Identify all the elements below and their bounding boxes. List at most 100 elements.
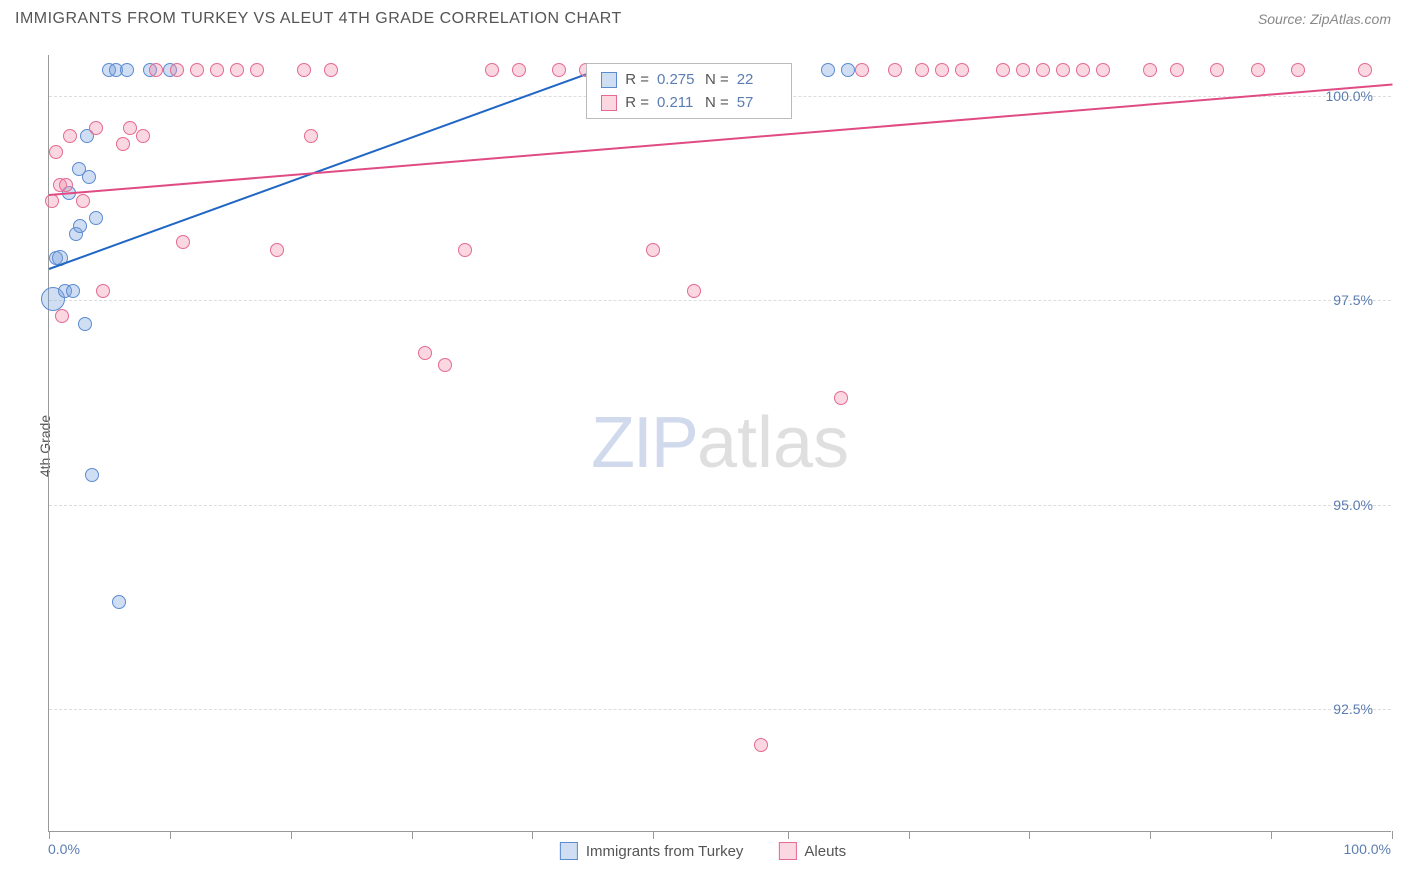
watermark: ZIPatlas <box>591 402 849 484</box>
data-point <box>1096 63 1110 77</box>
legend-swatch <box>560 842 578 860</box>
x-tick <box>653 831 654 839</box>
data-point <box>1251 63 1265 77</box>
data-point <box>55 309 69 323</box>
data-point <box>89 121 103 135</box>
gridline <box>49 300 1391 301</box>
data-point <box>85 468 99 482</box>
x-tick <box>1029 831 1030 839</box>
data-point <box>1291 63 1305 77</box>
data-point <box>89 211 103 225</box>
stats-swatch <box>601 95 617 111</box>
data-point <box>955 63 969 77</box>
data-point <box>45 194 59 208</box>
data-point <box>120 63 134 77</box>
data-point <box>63 129 77 143</box>
data-point <box>78 317 92 331</box>
data-point <box>935 63 949 77</box>
data-point <box>324 63 338 77</box>
data-point <box>250 63 264 77</box>
data-point <box>76 194 90 208</box>
source-label: Source: ZipAtlas.com <box>1258 11 1391 27</box>
legend-swatch <box>778 842 796 860</box>
data-point <box>297 63 311 77</box>
legend-label: Immigrants from Turkey <box>586 843 744 860</box>
data-point <box>1056 63 1070 77</box>
x-tick-label-left: 0.0% <box>48 841 80 857</box>
stats-swatch <box>601 72 617 88</box>
data-point <box>821 63 835 77</box>
data-point <box>888 63 902 77</box>
chart-plot-area: ZIPatlas 92.5%95.0%97.5%100.0%R =0.275N … <box>48 55 1391 832</box>
x-tick <box>1150 831 1151 839</box>
x-tick <box>1271 831 1272 839</box>
chart-title: IMMIGRANTS FROM TURKEY VS ALEUT 4TH GRAD… <box>15 10 622 28</box>
legend-item: Immigrants from Turkey <box>560 842 744 860</box>
data-point <box>59 178 73 192</box>
y-tick-label: 95.0% <box>1333 497 1373 513</box>
x-tick <box>532 831 533 839</box>
y-tick-label: 92.5% <box>1333 701 1373 717</box>
x-tick <box>788 831 789 839</box>
x-tick <box>909 831 910 839</box>
x-tick <box>291 831 292 839</box>
data-point <box>82 170 96 184</box>
data-point <box>552 63 566 77</box>
x-tick <box>1392 831 1393 839</box>
data-point <box>1016 63 1030 77</box>
x-tick <box>49 831 50 839</box>
data-point <box>512 63 526 77</box>
data-point <box>458 243 472 257</box>
data-point <box>73 219 87 233</box>
data-point <box>1210 63 1224 77</box>
stats-r-label: R = <box>625 94 649 111</box>
data-point <box>1036 63 1050 77</box>
stats-box: R = 0.275 N = 22 R = 0.211 N = 57 <box>586 63 792 119</box>
gridline <box>49 505 1391 506</box>
trend-line <box>49 63 614 269</box>
stats-n-label: N = <box>705 71 729 88</box>
data-point <box>1170 63 1184 77</box>
stats-n-value: 57 <box>737 94 777 111</box>
gridline <box>49 709 1391 710</box>
data-point <box>304 129 318 143</box>
data-point <box>176 235 190 249</box>
data-point <box>149 63 163 77</box>
data-point <box>418 346 432 360</box>
x-tick <box>170 831 171 839</box>
data-point <box>1358 63 1372 77</box>
stats-n-value: 22 <box>737 71 777 88</box>
data-point <box>136 129 150 143</box>
x-tick-label-right: 100.0% <box>1344 841 1391 857</box>
data-point <box>49 145 63 159</box>
stats-row: R =0.275N =22 <box>587 68 791 91</box>
y-tick-label: 97.5% <box>1333 292 1373 308</box>
data-point <box>112 595 126 609</box>
data-point <box>190 63 204 77</box>
data-point <box>270 243 284 257</box>
data-point <box>210 63 224 77</box>
data-point <box>855 63 869 77</box>
data-point <box>485 63 499 77</box>
stats-n-label: N = <box>705 94 729 111</box>
data-point <box>834 391 848 405</box>
stats-r-value: 0.211 <box>657 94 697 111</box>
data-point <box>66 284 80 298</box>
legend-label: Aleuts <box>804 843 846 860</box>
stats-r-value: 0.275 <box>657 71 697 88</box>
x-tick <box>412 831 413 839</box>
data-point <box>438 358 452 372</box>
data-point <box>996 63 1010 77</box>
data-point <box>230 63 244 77</box>
data-point <box>123 121 137 135</box>
data-point <box>754 738 768 752</box>
data-point <box>1143 63 1157 77</box>
data-point <box>841 63 855 77</box>
data-point <box>687 284 701 298</box>
data-point <box>915 63 929 77</box>
data-point <box>1076 63 1090 77</box>
data-point <box>646 243 660 257</box>
stats-row: R = 0.211 N = 57 <box>587 91 791 114</box>
data-point <box>170 63 184 77</box>
data-point <box>116 137 130 151</box>
